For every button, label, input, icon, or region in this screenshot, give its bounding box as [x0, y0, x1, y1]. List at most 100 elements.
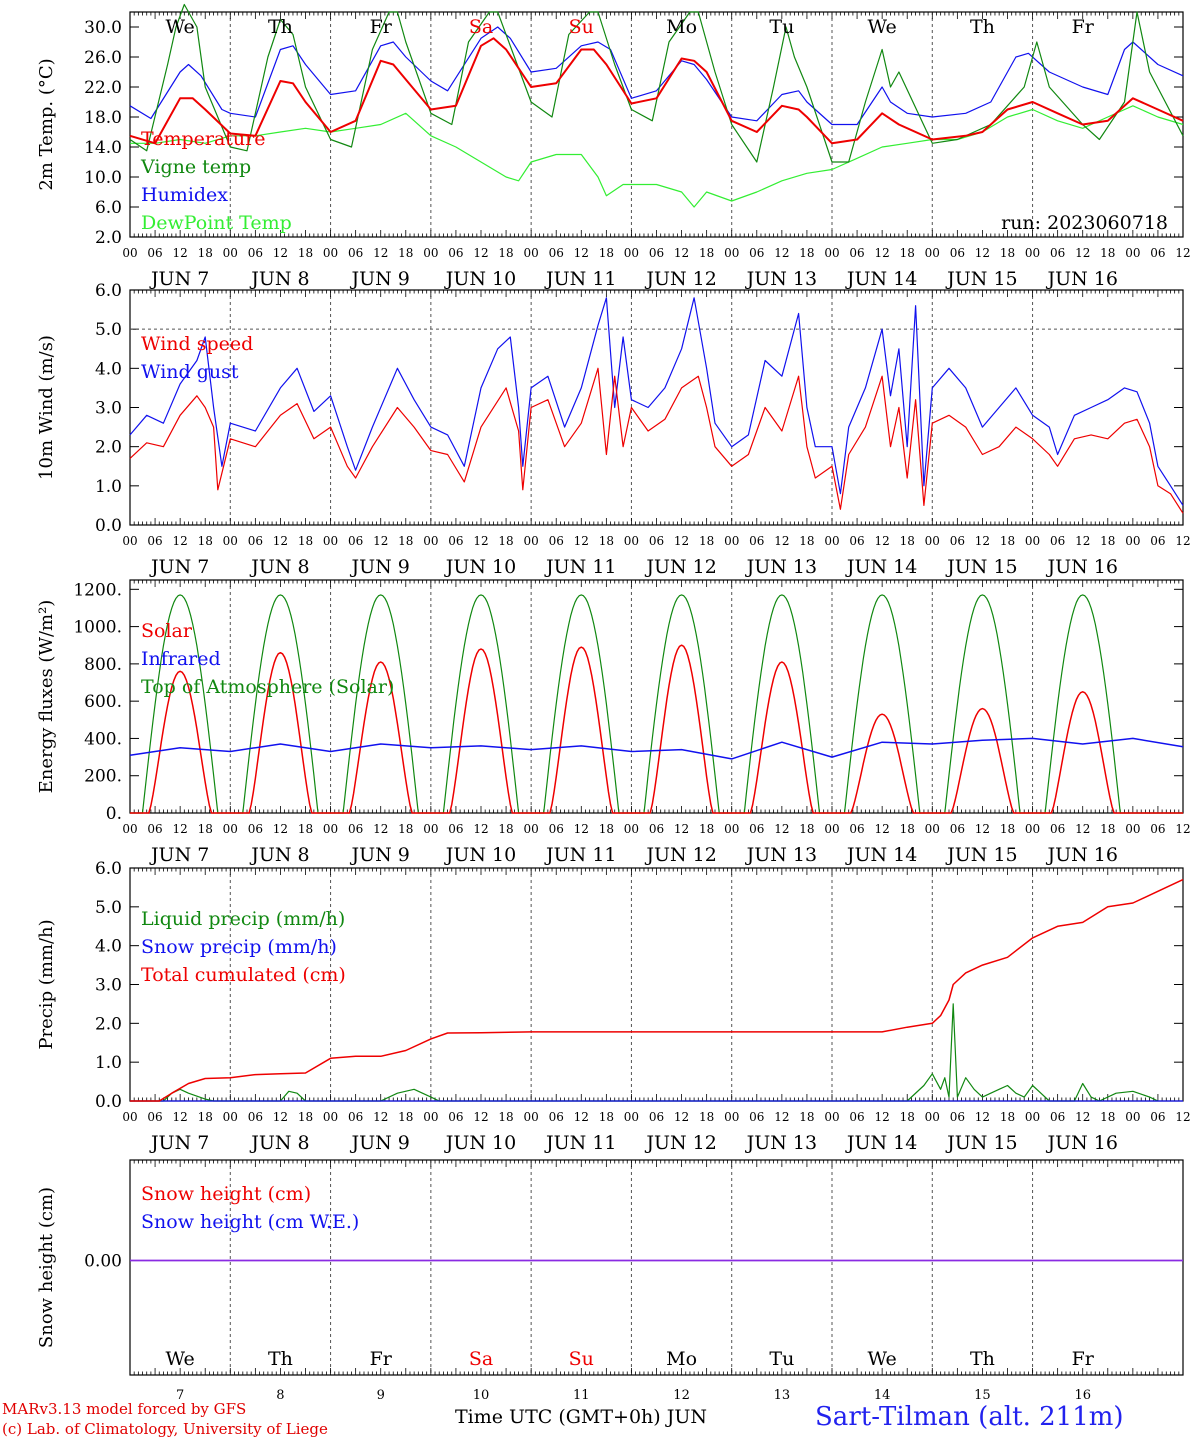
hour-tick-label: 12	[574, 534, 589, 548]
hour-tick-label: 12	[273, 822, 288, 836]
hour-tick-label: 12	[273, 246, 288, 260]
day-label: JUN 11	[544, 1132, 616, 1154]
day-number-label: 10	[473, 1388, 490, 1403]
hour-tick-label: 00	[724, 1110, 739, 1124]
weekday-label: Mo	[666, 1348, 697, 1370]
hour-tick-label: 18	[198, 822, 213, 836]
day-label: JUN 13	[745, 556, 817, 578]
weekday-label: Mo	[666, 16, 697, 38]
hour-tick-label: 12	[875, 534, 890, 548]
hour-tick-label: 12	[875, 822, 890, 836]
hour-tick-label: 12	[373, 822, 388, 836]
hour-tick-label: 06	[1150, 246, 1165, 260]
hour-tick-label: 06	[1050, 1110, 1065, 1124]
hour-tick-label: 00	[423, 534, 438, 548]
hour-tick-label: 12	[774, 822, 789, 836]
hour-tick-label: 06	[248, 534, 263, 548]
weekday-label: Fr	[1072, 1348, 1095, 1370]
legend-entry: Wind speed	[141, 333, 253, 355]
day-label: JUN 10	[444, 844, 516, 866]
hour-tick-label: 18	[398, 822, 413, 836]
legend-entry: Snow height (cm)	[141, 1183, 311, 1205]
day-number-label: 14	[874, 1388, 891, 1403]
hour-tick-label: 00	[1125, 1110, 1140, 1124]
hour-tick-label: 18	[1100, 534, 1115, 548]
day-label: JUN 14	[845, 1132, 917, 1154]
y-tick-label: 2.0	[95, 1014, 122, 1034]
day-label: JUN 14	[845, 268, 917, 290]
hour-tick-label: 12	[373, 246, 388, 260]
hour-tick-label: 06	[849, 534, 864, 548]
legend-entry: Temperature	[141, 128, 265, 150]
day-label: JUN 15	[945, 844, 1017, 866]
hour-tick-label: 06	[849, 246, 864, 260]
run-label: run: 2023060718	[1001, 212, 1168, 234]
weekday-label: We	[166, 1348, 195, 1370]
hour-tick-label: 06	[1150, 534, 1165, 548]
hour-tick-label: 18	[1100, 246, 1115, 260]
hour-tick-label: 18	[398, 246, 413, 260]
hour-tick-label: 18	[1000, 246, 1015, 260]
hour-tick-label: 06	[448, 1110, 463, 1124]
hour-tick-label: 06	[849, 822, 864, 836]
hour-tick-label: 00	[423, 822, 438, 836]
y-tick-label: 14.0	[84, 138, 122, 158]
hour-tick-label: 06	[749, 246, 764, 260]
y-tick-label: 4.0	[95, 359, 122, 379]
hour-tick-label: 18	[498, 246, 513, 260]
hour-tick-label: 06	[549, 1110, 564, 1124]
y-axis-label: Precip (mm/h)	[36, 919, 57, 1049]
hour-tick-label: 00	[223, 534, 238, 548]
hour-tick-label: 00	[323, 1110, 338, 1124]
y-tick-label: 0.0	[95, 1092, 122, 1112]
hour-tick-label: 06	[950, 822, 965, 836]
legend-entry: Wind gust	[141, 361, 239, 383]
infrared-line	[129, 737, 1184, 760]
wind-speed-line	[129, 367, 1184, 514]
y-tick-label: 3.0	[95, 399, 122, 419]
legend-entry: Solar	[141, 620, 193, 642]
y-tick-label: 800.	[84, 655, 122, 675]
hour-tick-label: 06	[749, 534, 764, 548]
hour-tick-label: 06	[749, 1110, 764, 1124]
y-axis-label: Energy fluxes (W/m²)	[36, 600, 57, 794]
hour-tick-label: 06	[950, 534, 965, 548]
y-axis-label: Snow height (cm)	[36, 1187, 57, 1348]
day-label: JUN 9	[350, 268, 410, 290]
day-label: JUN 7	[149, 556, 209, 578]
y-tick-label: 5.0	[95, 898, 122, 918]
hour-tick-label: 12	[1075, 1110, 1090, 1124]
hour-tick-label: 06	[248, 246, 263, 260]
hour-tick-label: 18	[799, 1110, 814, 1124]
day-number-label: 13	[774, 1388, 791, 1403]
legend-entry: DewPoint Temp	[141, 212, 292, 234]
day-label: JUN 16	[1045, 844, 1117, 866]
hour-tick-label: 12	[173, 246, 188, 260]
hour-tick-label: 06	[348, 246, 363, 260]
hour-tick-label: 18	[198, 1110, 213, 1124]
hour-tick-label: 12	[674, 1110, 689, 1124]
footer-model-note: MARv3.13 model forced by GFS	[2, 1400, 247, 1418]
y-tick-label: 1200.	[73, 580, 122, 600]
wind-gust-line	[129, 297, 1184, 506]
hour-tick-label: 12	[1175, 246, 1190, 260]
hour-tick-label: 06	[549, 534, 564, 548]
vigne-temp-line	[129, 3, 1184, 163]
y-axis-label: 2m Temp. (°C)	[36, 58, 57, 190]
footer-lab-credit: (c) Lab. of Climatology, University of L…	[2, 1420, 328, 1438]
hour-tick-label: 06	[147, 246, 162, 260]
y-tick-label: 5.0	[95, 320, 122, 340]
day-number-label: 15	[974, 1388, 991, 1403]
hour-tick-label: 00	[624, 822, 639, 836]
hour-tick-label: 12	[173, 1110, 188, 1124]
hour-tick-label: 12	[975, 246, 990, 260]
hour-tick-label: 00	[724, 246, 739, 260]
hour-tick-label: 00	[223, 246, 238, 260]
day-label: JUN 7	[149, 1132, 209, 1154]
hour-tick-label: 06	[448, 534, 463, 548]
weekday-label: Fr	[1072, 16, 1095, 38]
hour-tick-label: 06	[1150, 822, 1165, 836]
hour-tick-label: 06	[248, 1110, 263, 1124]
hour-tick-label: 18	[699, 822, 714, 836]
y-tick-label: 0.	[106, 804, 122, 824]
